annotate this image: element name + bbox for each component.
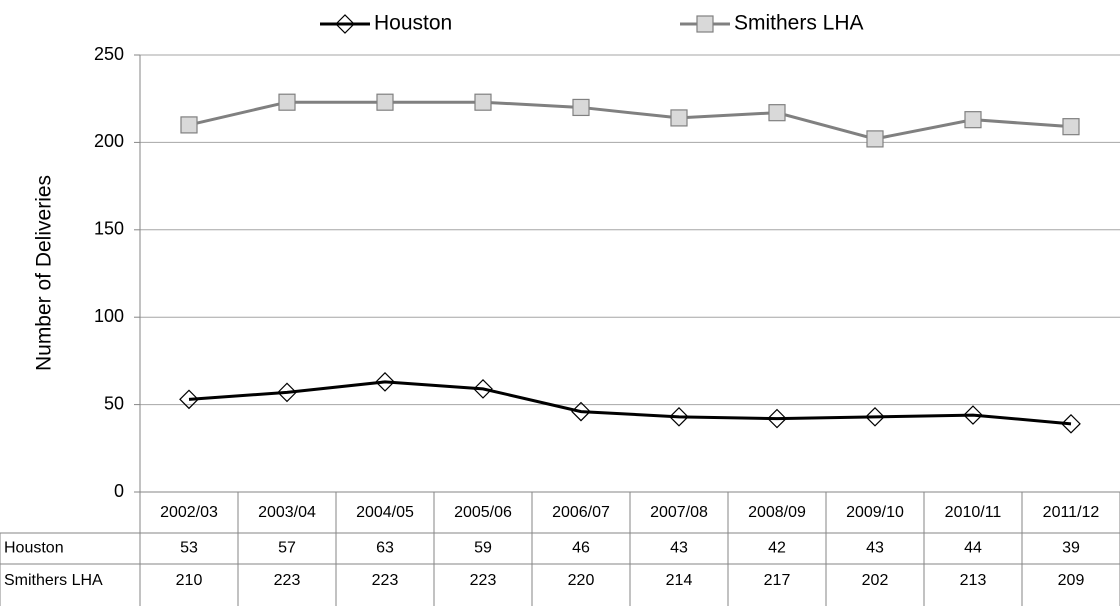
marker xyxy=(768,104,786,122)
y-tick-label: 250 xyxy=(94,44,124,64)
table-cell: 223 xyxy=(274,572,301,589)
marker xyxy=(670,109,688,127)
x-tick-label: 2009/10 xyxy=(846,504,904,521)
x-tick-label: 2010/11 xyxy=(945,504,1002,521)
x-tick-label: 2002/03 xyxy=(160,504,218,521)
x-tick-label: 2005/06 xyxy=(454,504,512,521)
marker xyxy=(376,93,394,111)
table-cell: 63 xyxy=(376,540,394,557)
x-tick-label: 2011/12 xyxy=(1043,504,1100,521)
x-tick-label: 2003/04 xyxy=(258,504,316,521)
table-cell: 43 xyxy=(670,540,688,557)
table-cell: 210 xyxy=(176,572,203,589)
table-cell: 220 xyxy=(568,572,595,589)
marker xyxy=(696,15,714,33)
marker xyxy=(767,408,787,429)
marker xyxy=(375,372,395,392)
series-line xyxy=(188,100,1072,141)
table-cell: 46 xyxy=(572,540,590,557)
table-cell: 202 xyxy=(862,572,889,589)
marker xyxy=(571,401,591,422)
marker xyxy=(866,130,884,148)
table-row-label: Smithers LHA xyxy=(4,572,103,589)
y-tick-label: 0 xyxy=(114,481,124,501)
x-tick-label: 2004/05 xyxy=(356,504,414,521)
y-tick-label: 200 xyxy=(94,131,124,151)
marker xyxy=(963,405,983,425)
series-line xyxy=(188,380,1072,426)
table-cell: 44 xyxy=(964,540,982,557)
y-tick-label: 50 xyxy=(104,393,124,413)
marker xyxy=(1061,413,1081,434)
y-tick-label: 150 xyxy=(94,219,124,239)
marker xyxy=(964,111,982,129)
marker xyxy=(277,382,297,403)
y-axis-label: Number of Deliveries xyxy=(33,175,56,371)
marker xyxy=(180,116,198,134)
marker xyxy=(669,406,689,427)
legend-label: Houston xyxy=(374,12,452,35)
table-cell: 39 xyxy=(1062,540,1080,557)
table-cell: 214 xyxy=(666,572,693,589)
marker xyxy=(474,93,492,111)
y-tick-label: 100 xyxy=(94,306,124,326)
table-cell: 217 xyxy=(764,572,791,589)
marker xyxy=(335,14,355,34)
table-row-label: Houston xyxy=(4,540,64,557)
table-cell: 223 xyxy=(372,572,399,589)
marker xyxy=(473,379,493,399)
table-cell: 213 xyxy=(960,572,987,589)
x-tick-label: 2007/08 xyxy=(650,504,708,521)
x-tick-label: 2008/09 xyxy=(748,504,806,521)
marker xyxy=(1062,118,1080,136)
table-cell: 59 xyxy=(474,540,492,557)
table-cell: 57 xyxy=(278,540,296,557)
table-cell: 42 xyxy=(768,540,786,557)
table-cell: 53 xyxy=(180,540,198,557)
x-tick-label: 2006/07 xyxy=(552,504,610,521)
table-cell: 43 xyxy=(866,540,884,557)
marker xyxy=(278,93,296,111)
marker xyxy=(179,389,199,410)
table-cell: 209 xyxy=(1058,572,1085,589)
legend-label: Smithers LHA xyxy=(734,12,864,35)
marker xyxy=(865,406,885,427)
marker xyxy=(572,98,590,117)
table-cell: 223 xyxy=(470,572,497,589)
